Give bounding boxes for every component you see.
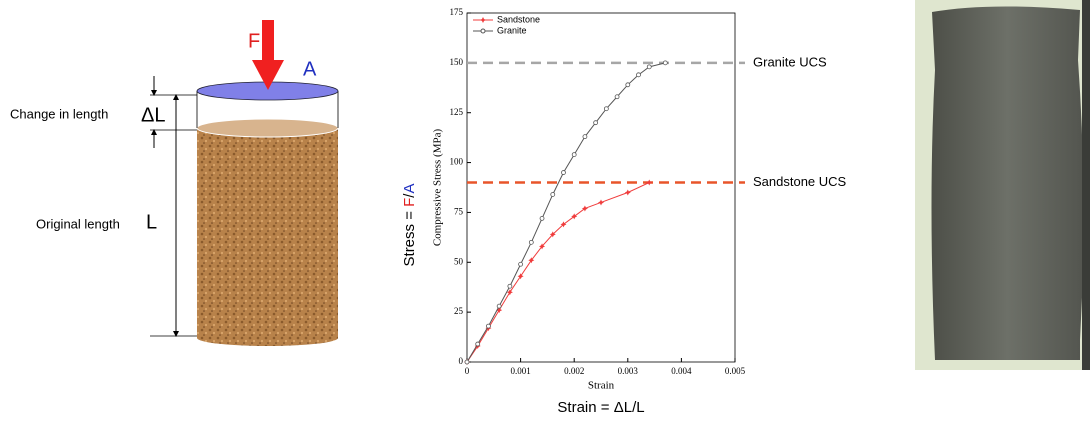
x-tick-label: 0.002 <box>564 366 584 376</box>
point <box>614 94 620 100</box>
point <box>625 82 631 88</box>
x-tick-label: 0.005 <box>725 366 746 376</box>
legend-marker <box>480 17 486 23</box>
point <box>496 307 503 314</box>
y-tick-label: 25 <box>454 306 464 316</box>
ucs-label: Sandstone UCS <box>753 174 847 189</box>
series-line <box>466 182 650 363</box>
x-tick-label: 0.004 <box>671 366 692 376</box>
point <box>464 359 470 365</box>
point <box>571 152 577 157</box>
cylinder-diagram: F A Change in length ΔL Original length … <box>10 20 339 346</box>
point <box>496 303 502 309</box>
point <box>539 216 545 221</box>
rock-core <box>931 6 1084 360</box>
cylinder-bottom <box>197 330 338 346</box>
stress-formula: Stress = F/A <box>401 184 418 267</box>
y-axis-title: Compressive Stress (MPa) <box>432 129 444 247</box>
original-label: Original length <box>36 216 120 231</box>
change-label: Change in length <box>10 106 108 121</box>
legend-label: Granite <box>497 25 527 35</box>
point <box>486 323 491 329</box>
point <box>646 64 652 70</box>
point <box>506 289 513 296</box>
x-tick-label: 0.003 <box>618 366 639 376</box>
point <box>561 170 566 175</box>
force-arrow <box>252 20 284 90</box>
point <box>518 261 523 267</box>
point <box>662 60 668 66</box>
y-tick-label: 175 <box>450 7 464 17</box>
point <box>598 199 604 206</box>
chart: 0 25 50 75 100 125 150 175 0 0.001 0.002 0.003 0.004… <box>432 7 847 391</box>
stress-slash: / <box>401 193 418 198</box>
point <box>582 134 588 140</box>
y-tick-label: 0 <box>459 356 464 366</box>
plot-frame <box>466 12 736 363</box>
point <box>624 189 631 196</box>
force-label: F <box>248 30 260 52</box>
strain-formula: Strain = ΔL/L <box>557 399 644 416</box>
y-tick-label: 100 <box>450 157 464 167</box>
point <box>528 257 535 264</box>
point <box>603 106 609 112</box>
y-tick-label: 50 <box>454 256 464 266</box>
rock-edge <box>1082 0 1090 370</box>
y-tick-label: 125 <box>450 107 464 117</box>
point <box>539 243 546 250</box>
legend-label: Sandstone <box>497 14 540 24</box>
x-tick-label: 0.001 <box>510 366 530 376</box>
x-axis-title: Strain <box>588 380 615 392</box>
area-label: A <box>303 58 317 80</box>
point <box>507 283 513 289</box>
point <box>475 341 481 347</box>
point <box>528 239 534 245</box>
legend-marker <box>480 28 486 34</box>
point <box>550 192 556 197</box>
rock-photo <box>915 0 1090 370</box>
point <box>593 120 599 126</box>
point <box>581 205 588 212</box>
stress-a: A <box>401 184 418 194</box>
stress-f: F <box>401 198 418 207</box>
ucs-label: Granite UCS <box>753 54 827 69</box>
series-line <box>466 62 666 363</box>
point <box>549 231 556 238</box>
point <box>560 221 567 228</box>
y-tick-label: 75 <box>454 206 464 216</box>
point <box>646 179 653 186</box>
x-tick-label: 0 <box>465 366 470 376</box>
cylinder-top <box>196 118 339 138</box>
stress-text: Stress = <box>401 207 418 267</box>
original-symbol: L <box>146 211 157 233</box>
change-symbol: ΔL <box>141 104 165 126</box>
point <box>636 72 641 78</box>
y-tick-label: 150 <box>450 57 464 67</box>
point <box>571 213 578 220</box>
cylinder-body <box>197 128 338 338</box>
point <box>517 273 524 280</box>
